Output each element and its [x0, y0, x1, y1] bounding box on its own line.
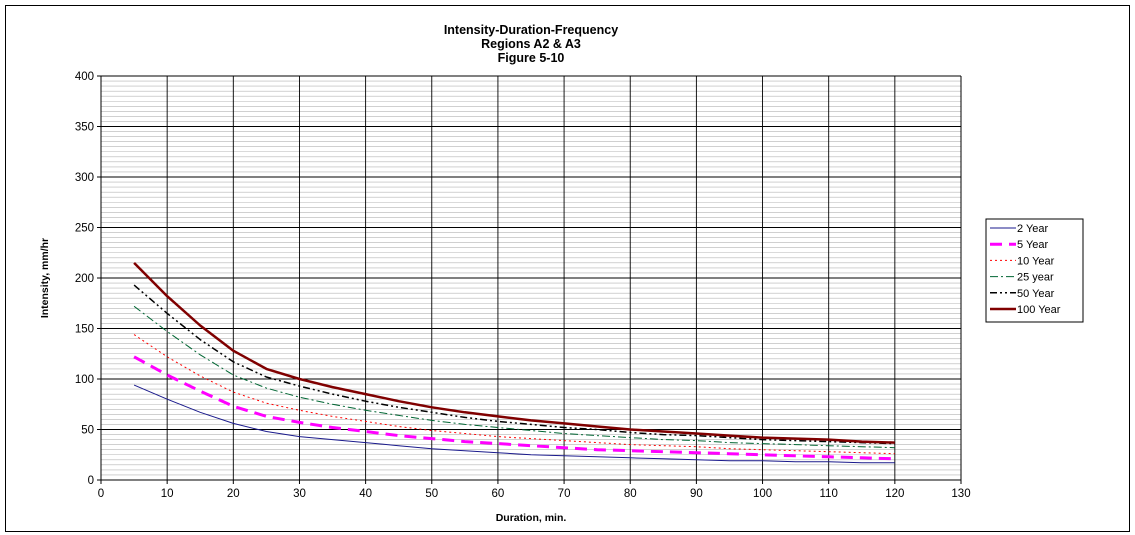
chart-frame: [5, 5, 1130, 532]
legend: 2 Year 5 Year 10 Year 25 year 50 Year 100 Yea…: [985, 218, 1084, 323]
chart-title-line: Intensity-Duration-Frequency: [444, 23, 618, 37]
series-line-2-year: [133, 384, 895, 464]
axis-labels: Duration, min. Intensity, mm/hr: [39, 238, 566, 524]
y-tick-label: 100: [75, 374, 94, 386]
x-tick-label: 110: [820, 488, 838, 500]
y-tick-label: 0: [88, 475, 94, 487]
y-tick-label: 400: [75, 71, 94, 83]
series-line-5-year: [133, 355, 895, 461]
legend-label: 25 year: [1017, 272, 1054, 284]
x-tick-label: 10: [161, 488, 174, 500]
series-line-25-year: [133, 305, 895, 449]
legend-label: 10 Year: [1017, 255, 1055, 267]
x-tick-label: 0: [98, 488, 104, 500]
x-tick-label: 20: [227, 488, 240, 500]
series-line-10-year: [133, 334, 895, 455]
y-axis-label: Intensity, mm/hr: [39, 238, 51, 318]
x-tick-label: 70: [558, 488, 571, 500]
y-tick-label: 250: [75, 223, 94, 235]
legend-box: [985, 218, 1084, 323]
y-tick-label: 200: [75, 273, 94, 285]
x-tick-label: 40: [359, 488, 372, 500]
x-tick-label: 60: [492, 488, 505, 500]
axes: 0 50 100 150 200 250 300 350 400 0 10 20 30 40 50 60 70 8…: [75, 71, 971, 500]
series-line-100-year: [133, 262, 895, 444]
y-tick-label: 150: [75, 324, 94, 336]
x-tick-label: 80: [624, 488, 637, 500]
x-tick-label: 30: [293, 488, 306, 500]
legend-label: 2 Year: [1017, 223, 1049, 235]
legend-label: 100 Year: [1017, 304, 1061, 316]
y-tick-label: 50: [81, 425, 94, 437]
series-line-50-year: [133, 284, 895, 445]
series-lines: [133, 262, 895, 464]
x-tick-label: 90: [690, 488, 703, 500]
y-tick-label: 350: [75, 122, 94, 134]
x-tick-label: 100: [753, 488, 772, 500]
x-axis-label: Duration, min.: [496, 512, 567, 524]
y-tick-label: 300: [75, 172, 94, 184]
legend-label: 50 Year: [1017, 288, 1055, 300]
x-tick-label: 50: [425, 488, 438, 500]
chart-title-line: Figure 5-10: [498, 51, 565, 65]
x-tick-label: 130: [951, 488, 970, 500]
chart-title-line: Regions A2 & A3: [481, 37, 581, 51]
legend-label: 5 Year: [1017, 239, 1049, 251]
x-tick-label: 120: [885, 488, 904, 500]
